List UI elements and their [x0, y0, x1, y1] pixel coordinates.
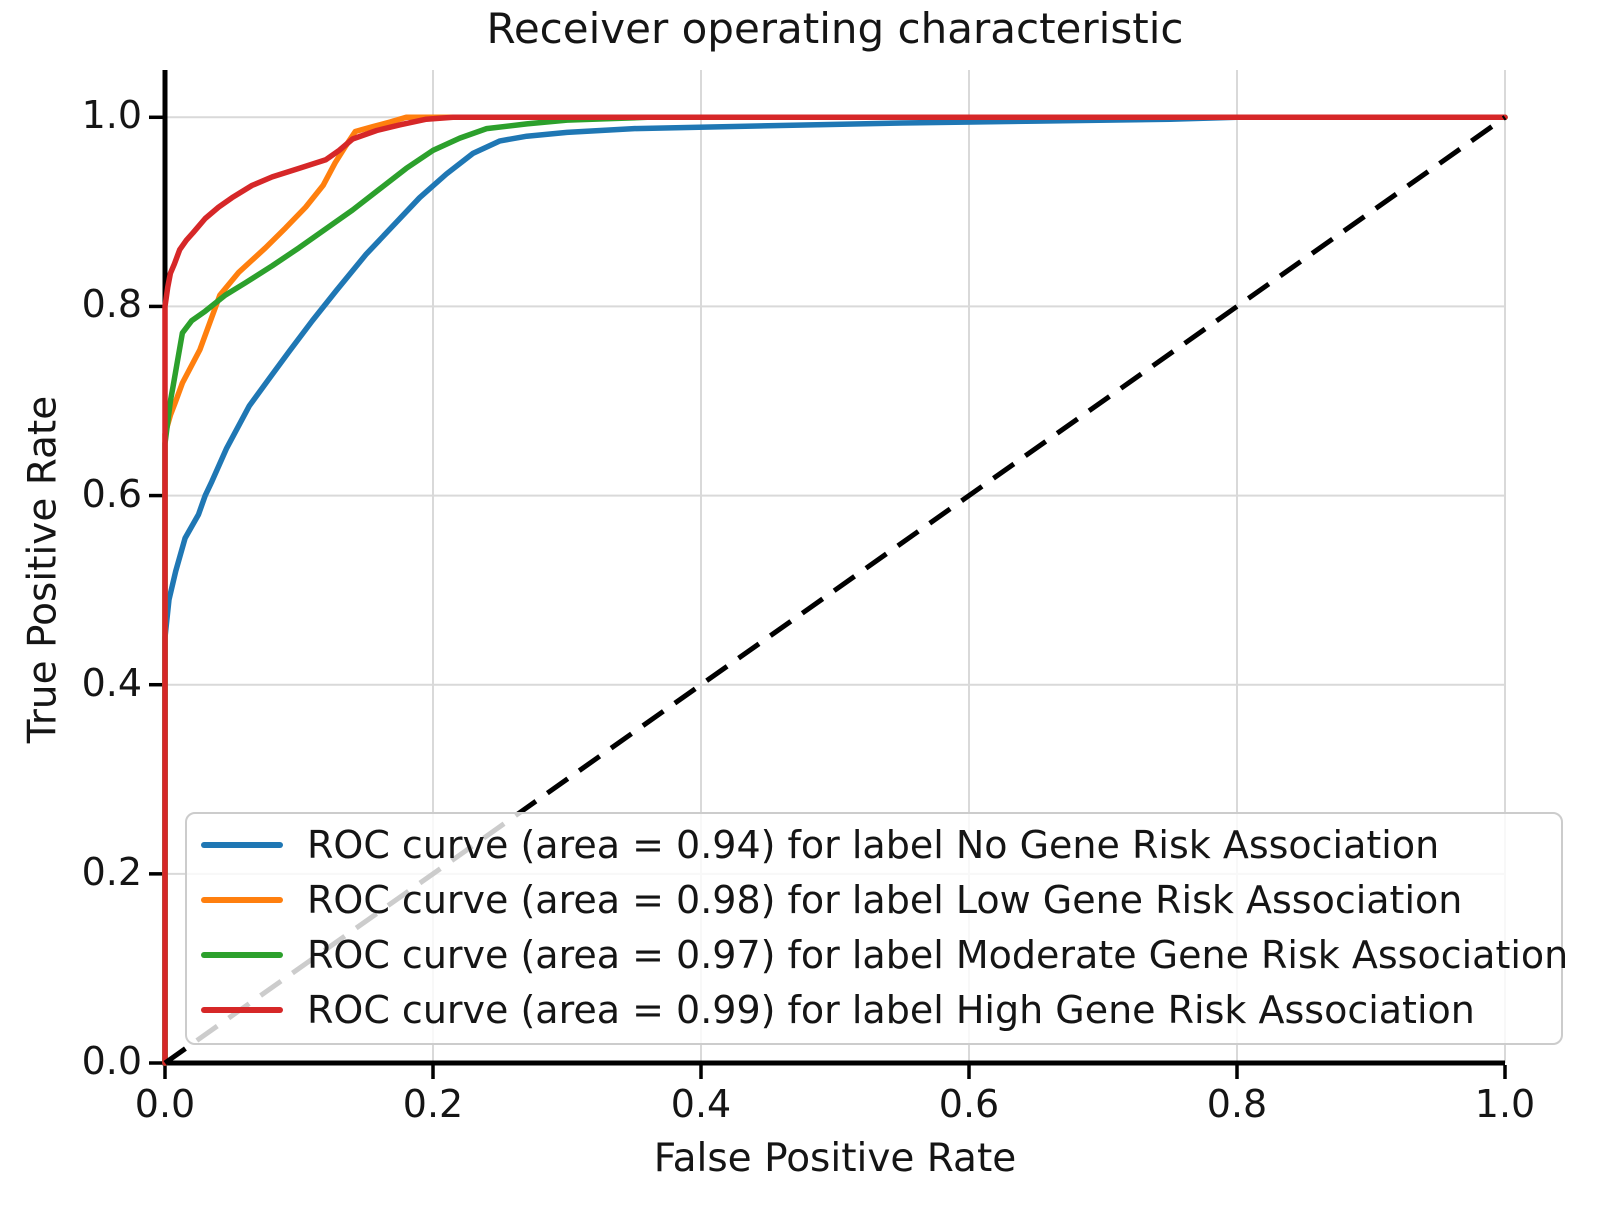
roc-curve-0: [162, 114, 1508, 1066]
legend-swatch-icon: [201, 841, 283, 848]
roc-curve-1: [162, 114, 1508, 1066]
legend-swatch-icon: [201, 951, 283, 958]
chart-title: Receiver operating characteristic: [486, 4, 1184, 53]
legend-row: ROC curve (area = 0.98) for label Low Ge…: [187, 872, 1561, 927]
legend-label: ROC curve (area = 0.99) for label High G…: [307, 987, 1475, 1032]
y-tick-label: 0.8: [81, 282, 142, 327]
roc-curve-3: [162, 114, 1508, 1066]
legend-label: ROC curve (area = 0.94) for label No Gen…: [307, 822, 1440, 867]
legend-label: ROC curve (area = 0.97) for label Modera…: [307, 932, 1569, 977]
x-tick-label: 0.0: [134, 1082, 196, 1126]
y-tick-label: 0.2: [81, 849, 142, 894]
x-tick-label: 1.0: [1474, 1082, 1536, 1126]
roc-curve-2: [162, 114, 1508, 1066]
legend-row: ROC curve (area = 0.99) for label High G…: [187, 982, 1561, 1037]
legend: ROC curve (area = 0.94) for label No Gen…: [185, 812, 1568, 1045]
legend-row: ROC curve (area = 0.97) for label Modera…: [187, 927, 1568, 982]
y-tick-label: 0.4: [81, 660, 142, 705]
legend-label: ROC curve (area = 0.98) for label Low Ge…: [307, 877, 1463, 922]
legend-swatch-icon: [201, 896, 283, 903]
legend-swatch-icon: [201, 1006, 283, 1013]
x-tick-label: 0.8: [1206, 1082, 1268, 1126]
legend-row: ROC curve (area = 0.94) for label No Gen…: [187, 817, 1561, 872]
axis-ticks: [149, 115, 1507, 1079]
x-tick-label: 0.4: [670, 1082, 732, 1126]
y-tick-label: 1.0: [81, 93, 142, 138]
y-tick-label: 0.0: [81, 1039, 142, 1083]
roc-curves: [162, 114, 1508, 1066]
y-tick-label: 0.6: [81, 471, 142, 516]
x-tick-label: 0.2: [402, 1082, 464, 1126]
y-axis-label: True Positive Rate: [20, 395, 66, 744]
x-tick-label: 0.6: [938, 1082, 1000, 1126]
x-axis-label: False Positive Rate: [653, 1136, 1017, 1181]
